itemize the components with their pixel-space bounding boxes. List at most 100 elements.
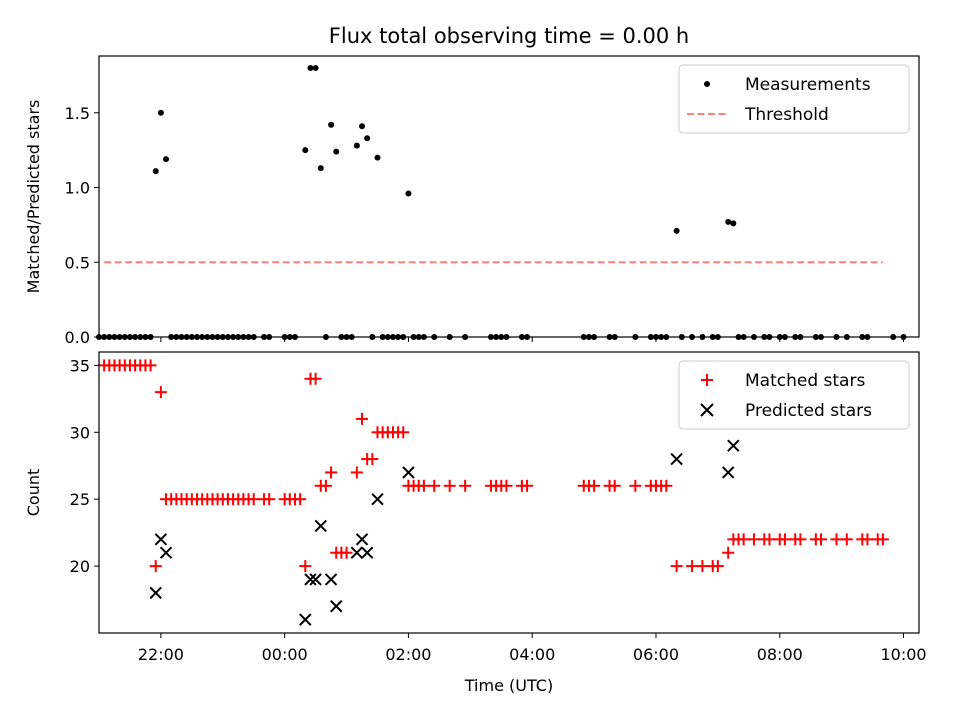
measurement-point xyxy=(302,147,309,154)
matched-star-marker xyxy=(861,533,874,546)
matched-star-marker xyxy=(722,546,735,559)
legend-box xyxy=(678,360,910,430)
x-axis-label: Time (UTC) xyxy=(464,676,553,695)
y-tick-label: 35 xyxy=(70,356,90,375)
matched-star-marker xyxy=(815,533,828,546)
matched-star-marker xyxy=(778,533,791,546)
measurement-point xyxy=(307,64,314,71)
measurement-point xyxy=(317,165,324,172)
matched-star-marker xyxy=(149,560,162,573)
predicted-star-marker xyxy=(154,533,168,546)
measurement-point xyxy=(333,148,340,155)
matched-star-marker xyxy=(443,479,456,492)
measurement-point xyxy=(730,220,737,227)
y-tick-label: 25 xyxy=(70,490,90,509)
matched-star-marker xyxy=(763,533,776,546)
matched-star-marker xyxy=(608,479,621,492)
matched-star-marker xyxy=(247,493,260,506)
matched-star-marker xyxy=(737,533,750,546)
matched-star-marker xyxy=(350,466,363,479)
y-tick-label: 30 xyxy=(70,423,90,442)
matched-star-marker xyxy=(747,533,760,546)
x-tick-label: 04:00 xyxy=(509,645,555,664)
matched-star-marker xyxy=(660,479,673,492)
matched-star-marker xyxy=(356,412,369,425)
legend-label: Measurements xyxy=(745,75,871,95)
measurement-point xyxy=(725,218,732,225)
y-axis-label: Count xyxy=(24,469,43,517)
axes-frame xyxy=(98,351,920,634)
x-tick-label: 02:00 xyxy=(385,645,431,664)
measurement-point xyxy=(157,109,164,116)
predicted-star-marker xyxy=(299,613,312,626)
ratio-panel: 0.0 0.5 1.0 1.5 Matched/Predicted stars Measu… xyxy=(24,55,920,347)
matched-star-marker xyxy=(428,479,441,492)
measurement-point xyxy=(405,190,412,197)
measurement-point xyxy=(364,135,371,142)
y-tick-label: 20 xyxy=(70,557,90,576)
legend-label: Threshold xyxy=(744,105,829,125)
count-panel: 20 25 30 35 22:00 00:00 02:00 04:00 06:00 08:00 10… xyxy=(24,351,927,695)
y-axis-label: Matched/Predicted stars xyxy=(24,100,43,294)
predicted-star-marker xyxy=(371,492,384,506)
matched-star-marker xyxy=(154,386,167,399)
matched-star-marker xyxy=(309,372,322,385)
predicted-star-marker xyxy=(314,519,327,533)
matched-star-marker xyxy=(340,546,353,559)
matched-star-marker xyxy=(670,560,683,573)
predicted-star-marker xyxy=(355,533,369,546)
predicted-star-marker xyxy=(402,466,415,479)
matched-star-marker xyxy=(686,560,699,573)
predicted-star-marker xyxy=(309,573,322,586)
x-tick-label: 10:00 xyxy=(880,645,926,664)
legend-matched-swatch xyxy=(701,374,713,386)
matched-star-marker xyxy=(696,560,709,573)
matched-star-marker xyxy=(325,466,338,479)
matched-star-marker xyxy=(294,493,307,506)
matched-star-marker xyxy=(299,560,312,573)
matched-star-marker xyxy=(521,479,534,492)
matched-star-marker xyxy=(876,533,889,546)
measurement-point xyxy=(353,142,360,149)
legend-measurement-swatch xyxy=(704,81,710,87)
matched-star-marker xyxy=(588,479,601,492)
x-tick-label: 08:00 xyxy=(757,645,803,664)
x-tick-label: 22:00 xyxy=(138,645,184,664)
measurement-point xyxy=(359,123,366,130)
predicted-star-marker xyxy=(159,546,173,559)
legend-label: Matched stars xyxy=(745,371,865,391)
predicted-star-marker xyxy=(350,546,364,559)
legend-box xyxy=(678,64,910,134)
predicted-star-marker xyxy=(670,452,683,466)
axes-frame xyxy=(98,55,920,338)
matched-star-marker xyxy=(500,479,513,492)
predicted-star-marker xyxy=(360,546,374,559)
y-tick-label: 1.0 xyxy=(65,179,90,198)
predicted-star-marker xyxy=(149,586,162,600)
matched-star-marker xyxy=(830,533,843,546)
matched-star-marker xyxy=(144,359,157,372)
predicted-star-marker xyxy=(304,573,317,586)
matched-star-marker xyxy=(263,493,276,506)
measurement-point xyxy=(163,156,170,163)
x-tick-label: 00:00 xyxy=(262,645,308,664)
matched-star-marker xyxy=(459,479,472,492)
measurement-point xyxy=(312,64,319,71)
matched-star-marker xyxy=(397,426,410,439)
measurement-point xyxy=(152,168,159,175)
chart-title: Flux total observing time = 0.00 h xyxy=(329,24,689,48)
matched-star-marker xyxy=(629,479,642,492)
legend: Measurements Threshold xyxy=(678,64,910,134)
matched-star-marker xyxy=(319,479,332,492)
matched-star-marker xyxy=(840,533,853,546)
x-tick-label: 06:00 xyxy=(633,645,679,664)
matched-star-marker xyxy=(711,560,724,573)
matched-star-marker xyxy=(417,479,430,492)
predicted-star-marker xyxy=(324,573,338,586)
y-tick-label: 0.0 xyxy=(65,328,90,347)
measurement-point xyxy=(328,121,335,128)
measurement-point xyxy=(673,227,680,234)
y-tick-label: 0.5 xyxy=(65,253,90,272)
matched-star-marker xyxy=(366,453,379,466)
